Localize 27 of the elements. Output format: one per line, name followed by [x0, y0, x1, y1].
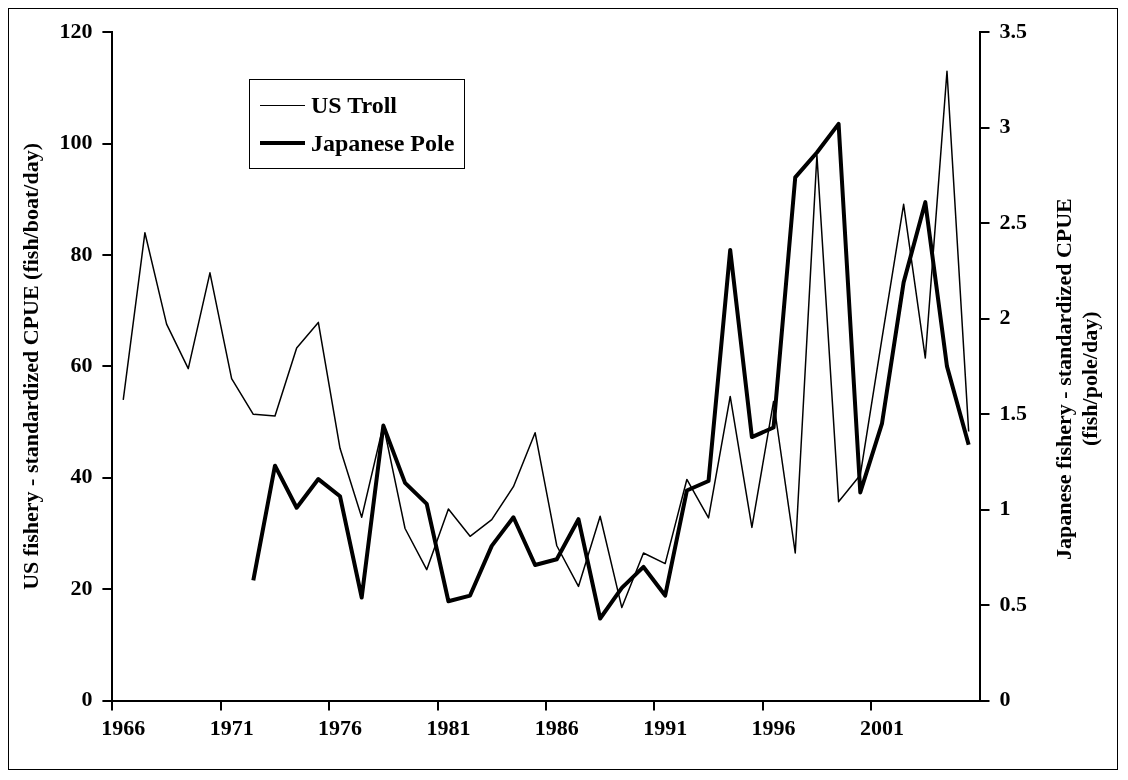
y2-tick-label: 3 — [999, 113, 1011, 139]
y-tick-label: 120 — [59, 17, 93, 43]
y2-tick-label: 0.5 — [999, 590, 1027, 616]
y-tick-label: 100 — [59, 129, 93, 155]
y-tick-label: 60 — [70, 352, 93, 378]
x-tick-label: 1971 — [209, 715, 254, 741]
y2-axis-title: Japanese fishery - standardized CPUE (fish/pole/day) — [1051, 197, 1103, 562]
x-tick-label: 1996 — [751, 715, 796, 741]
y2-tick-label: 3.5 — [999, 17, 1027, 43]
y2-tick-label: 0 — [999, 686, 1011, 712]
legend-label: US Troll — [311, 91, 398, 120]
y-tick-label: 80 — [70, 240, 93, 266]
y2-tick-label: 2.5 — [999, 208, 1027, 234]
x-tick-label: 1986 — [534, 715, 579, 741]
y-axis-title: US fishery - standardized CPUE (fish/boat/day) — [17, 143, 43, 590]
x-tick-label: 1981 — [426, 715, 471, 741]
y2-tick-label: 1 — [999, 495, 1011, 521]
y-tick-label: 40 — [70, 463, 93, 489]
y-tick-label: 0 — [81, 686, 93, 712]
x-tick-label: 1991 — [643, 715, 688, 741]
x-tick-label: 1976 — [318, 715, 363, 741]
legend-label: Japanese Pole — [311, 129, 455, 158]
y2-tick-label: 2 — [999, 304, 1011, 330]
y-tick-label: 20 — [70, 574, 93, 600]
x-tick-label: 1966 — [101, 715, 146, 741]
y2-tick-label: 1.5 — [999, 399, 1027, 425]
x-tick-label: 2001 — [859, 715, 904, 741]
